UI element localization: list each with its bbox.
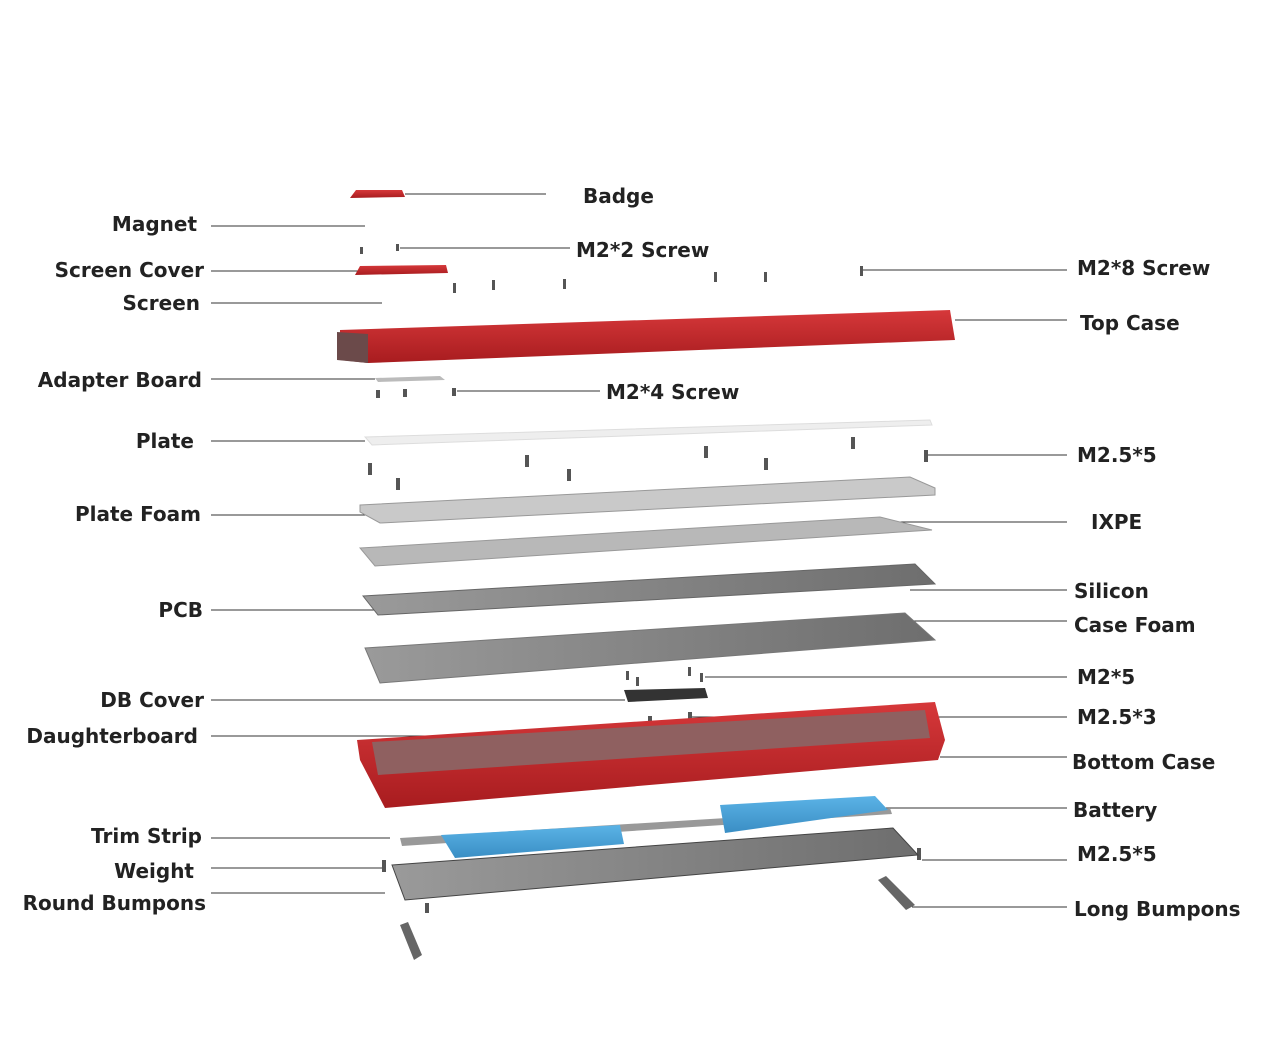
label-m25x5-top: M2.5*5	[1077, 443, 1157, 467]
label-plate: Plate	[135, 429, 194, 453]
plate-foam-part	[359, 476, 936, 524]
label-db-cover: DB Cover	[100, 688, 204, 712]
label-bottom-case: Bottom Case	[1072, 750, 1216, 774]
label-ixpe: IXPE	[1091, 510, 1143, 534]
badge-part	[350, 190, 405, 198]
adapter-board-part	[375, 376, 445, 382]
top-case-part	[340, 310, 955, 363]
db-cover-part	[624, 688, 708, 702]
case-foam-part	[364, 612, 937, 684]
label-daughterboard: Daughterboard	[26, 724, 198, 748]
ixpe-part	[358, 516, 933, 567]
label-long-bumpons: Long Bumpons	[1074, 897, 1241, 921]
label-badge: Badge	[583, 184, 654, 208]
label-round-bumpons: Round Bumpons	[22, 891, 206, 915]
label-battery: Battery	[1073, 798, 1158, 822]
label-case-foam: Case Foam	[1074, 613, 1196, 637]
label-pcb: PCB	[158, 598, 203, 622]
label-m2x2-screw: M2*2 Screw	[576, 238, 710, 262]
pcb-part	[362, 563, 937, 616]
label-m2x4-screw: M2*4 Screw	[606, 380, 740, 404]
label-adapter-board: Adapter Board	[37, 368, 202, 392]
weight-part	[391, 827, 920, 901]
label-screen-cover: Screen Cover	[54, 258, 204, 282]
label-weight: Weight	[114, 859, 194, 883]
label-m25x5-bottom: M2.5*5	[1077, 842, 1157, 866]
label-screen: Screen	[122, 291, 201, 315]
label-silicon: Silicon	[1074, 579, 1149, 603]
screws	[360, 244, 928, 913]
label-m2x5: M2*5	[1077, 665, 1136, 689]
screen-cover-part	[355, 265, 448, 275]
long-bumpons-part	[878, 876, 915, 910]
battery-part-left	[441, 825, 624, 858]
battery-part-right	[720, 796, 888, 833]
plate-part	[363, 419, 933, 446]
label-m25x3: M2.5*3	[1077, 705, 1157, 729]
leader-lines	[211, 193, 1067, 908]
round-bumpons-part	[400, 922, 422, 960]
label-plate-foam: Plate Foam	[74, 502, 201, 526]
label-top-case: Top Case	[1080, 311, 1180, 335]
label-m2x8-screw: M2*8 Screw	[1077, 256, 1211, 280]
label-trim-strip: Trim Strip	[91, 824, 202, 848]
label-magnet: Magnet	[111, 212, 197, 236]
